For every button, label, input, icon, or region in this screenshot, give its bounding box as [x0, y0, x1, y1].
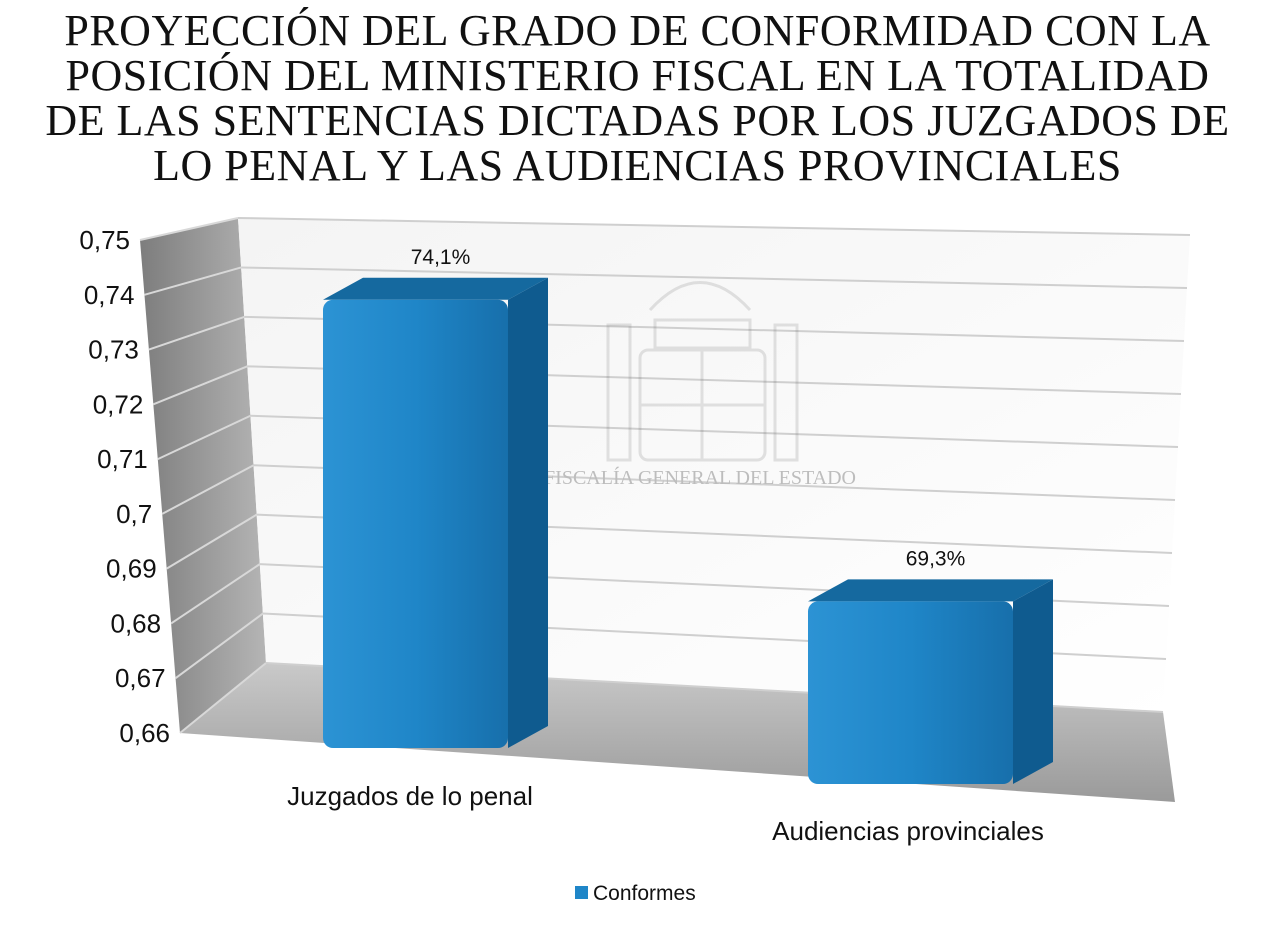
data-label: 69,3%	[906, 547, 966, 570]
back-gridline	[237, 217, 1191, 236]
legend-label: Conformes	[593, 882, 696, 905]
legend-swatch	[575, 886, 588, 899]
y-tick-label: 0,67	[115, 663, 166, 693]
back-gridline	[241, 266, 1188, 289]
y-tick-label: 0,73	[88, 335, 139, 365]
watermark-text: FISCALÍA GENERAL DEL ESTADO	[544, 466, 856, 489]
side-gridline	[157, 414, 251, 461]
watermark-emblem	[606, 281, 799, 462]
side-gridline	[170, 563, 261, 625]
bar-side	[508, 277, 548, 748]
y-tick-label: 0,69	[106, 554, 157, 584]
y-tick-label: 0,75	[79, 225, 130, 255]
x-category-label: Juzgados de lo penal	[287, 781, 533, 811]
bar-front	[808, 601, 1013, 784]
data-label: 74,1%	[411, 246, 471, 269]
bar-audiencias	[808, 579, 1053, 784]
chart-side-wall	[140, 218, 266, 733]
side-gridline	[166, 513, 258, 570]
side-gridline	[174, 612, 264, 680]
side-gridline	[179, 662, 267, 734]
y-tick-label: 0,68	[111, 608, 162, 638]
y-tick-label: 0,72	[93, 389, 144, 419]
side-gridline	[152, 365, 248, 406]
side-gridline	[139, 217, 239, 241]
y-tick-label: 0,71	[97, 444, 148, 474]
y-tick-label: 0,7	[116, 499, 152, 529]
y-tick-label: 0,66	[119, 718, 170, 748]
bar-top	[808, 579, 1053, 602]
bar-juzgados	[323, 277, 548, 748]
bar-front	[323, 299, 508, 748]
chart-title: PROYECCIÓN DEL GRADO DE CONFORMIDAD CON …	[45, 6, 1230, 190]
bar-side	[1013, 579, 1053, 784]
side-gridline	[148, 315, 245, 351]
side-gridline	[161, 464, 255, 515]
y-tick-label: 0,74	[84, 280, 135, 310]
x-category-label: Audiencias provinciales	[772, 816, 1044, 846]
side-gridline	[144, 266, 242, 296]
bar-top	[323, 277, 548, 300]
